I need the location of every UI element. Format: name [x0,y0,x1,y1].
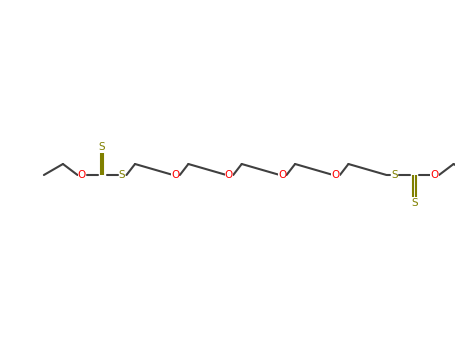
Text: S: S [391,170,398,180]
Text: S: S [411,197,418,208]
Text: S: S [99,142,105,153]
Text: O: O [225,170,233,180]
Text: O: O [171,170,179,180]
Text: S: S [119,170,125,180]
Text: O: O [331,170,339,180]
Text: O: O [430,170,439,180]
Text: O: O [278,170,286,180]
Text: O: O [78,170,86,180]
